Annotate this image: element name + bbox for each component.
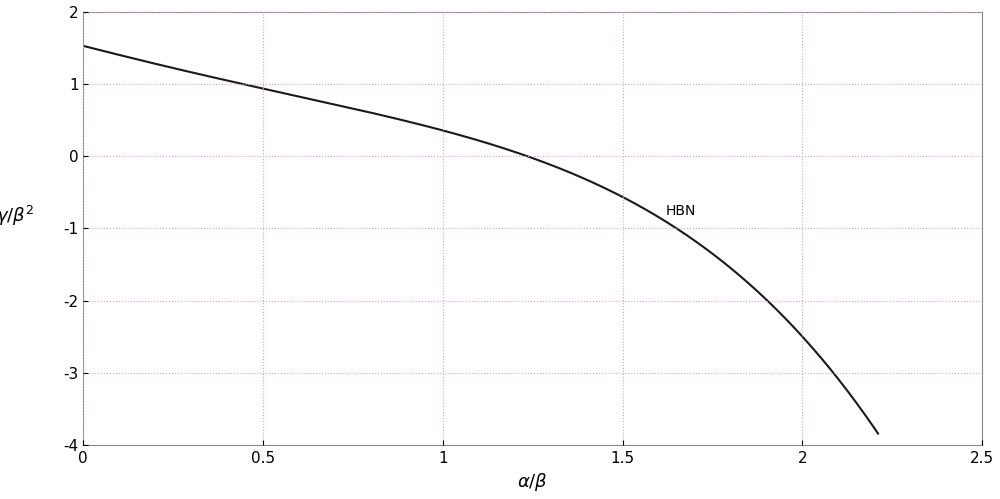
Y-axis label: $\gamma/\beta^2$: $\gamma/\beta^2$ <box>0 205 35 229</box>
X-axis label: $\alpha/\beta$: $\alpha/\beta$ <box>517 472 548 494</box>
Text: HBN: HBN <box>666 205 696 219</box>
